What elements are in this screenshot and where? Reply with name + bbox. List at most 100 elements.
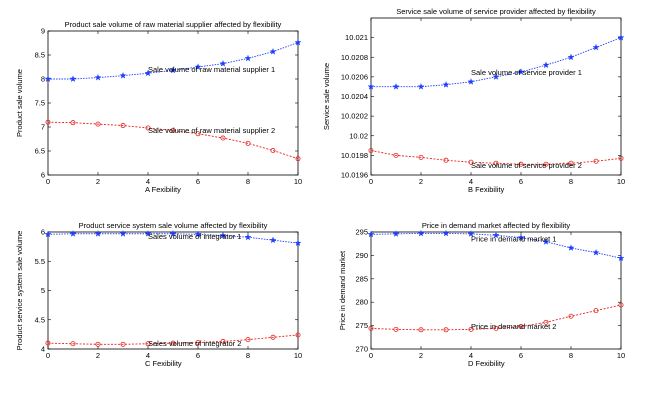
data-point	[245, 140, 251, 146]
plot-frame	[370, 17, 622, 176]
x-tick-label: 10	[294, 177, 302, 186]
x-tick-label: 4	[146, 351, 150, 360]
x-tick-label: 0	[369, 351, 373, 360]
plot-frame	[47, 30, 299, 176]
plot-frame	[370, 231, 622, 350]
data-point	[45, 119, 51, 125]
data-point	[195, 340, 201, 346]
y-tick-label: 275	[355, 321, 368, 330]
data-point	[368, 325, 374, 331]
y-tick-label: 290	[355, 251, 368, 260]
data-point	[468, 159, 474, 165]
chart-panel-3: Product service system sale volume affec…	[15, 221, 302, 368]
data-point	[269, 48, 277, 55]
data-point	[543, 161, 549, 167]
x-axis-label: B Fexibility	[468, 185, 505, 194]
y-axis-label: Product sale volume	[15, 69, 24, 137]
data-point	[169, 66, 177, 74]
data-point	[44, 230, 52, 238]
x-tick-label: 10	[294, 351, 302, 360]
chart-panel-2: Service sale volume of service provider …	[322, 7, 625, 194]
data-point	[418, 327, 424, 333]
data-point	[95, 341, 101, 347]
data-point	[145, 341, 151, 347]
y-axis-label: Service sale volume	[322, 63, 331, 130]
x-tick-label: 6	[196, 351, 200, 360]
data-point	[592, 248, 600, 256]
x-tick-label: 4	[146, 177, 150, 186]
annotation-label: Sales volume of integrator 2	[148, 339, 241, 348]
data-point	[120, 123, 126, 129]
data-point	[220, 135, 226, 141]
y-tick-label: 7.5	[35, 99, 45, 108]
data-point	[270, 334, 276, 340]
data-point	[617, 33, 625, 41]
y-tick-label: 6.5	[35, 147, 45, 156]
data-point	[492, 231, 500, 239]
annotation-label: Sales volume of integrator 1	[148, 232, 241, 241]
data-point	[269, 236, 277, 244]
x-tick-label: 10	[617, 177, 625, 186]
data-point	[169, 230, 177, 237]
data-point	[119, 230, 127, 237]
x-tick-label: 6	[519, 177, 523, 186]
x-tick-label: 2	[419, 351, 423, 360]
data-point	[195, 131, 201, 137]
data-point	[70, 120, 76, 126]
chart-panel-1: Product sale volume of raw material supp…	[15, 20, 302, 194]
data-point	[295, 332, 301, 338]
annotation-label: Price in demand market 1	[471, 234, 556, 243]
data-point	[568, 313, 574, 319]
x-axis-label: A Fexibility	[145, 185, 181, 194]
data-point	[517, 68, 525, 75]
data-point	[593, 308, 599, 314]
data-point	[392, 230, 400, 237]
data-point	[518, 324, 524, 330]
data-point	[294, 38, 302, 46]
data-point	[542, 238, 550, 245]
series-line-2	[47, 121, 299, 160]
x-tick-label: 0	[46, 177, 50, 186]
data-point	[567, 53, 575, 61]
y-tick-label: 295	[355, 228, 368, 237]
data-point	[70, 341, 76, 347]
data-point	[493, 325, 499, 331]
data-point	[542, 61, 550, 69]
series-line-1	[371, 37, 622, 88]
data-point	[45, 340, 51, 346]
data-point	[592, 43, 600, 51]
data-point	[145, 125, 151, 131]
y-tick-label: 7	[41, 123, 45, 132]
y-tick-label: 10.0198	[341, 151, 368, 160]
data-point	[493, 160, 499, 166]
y-tick-label: 10.02	[349, 131, 368, 140]
data-point	[442, 229, 450, 237]
series-line-2	[370, 150, 622, 165]
y-tick-label: 270	[355, 345, 368, 354]
data-point	[219, 231, 227, 239]
data-point	[244, 233, 252, 241]
y-tick-label: 5	[41, 286, 45, 295]
data-point	[219, 60, 227, 67]
y-tick-label: 4	[41, 345, 45, 354]
data-point	[220, 338, 226, 344]
data-point	[517, 233, 525, 241]
data-point	[417, 229, 425, 237]
data-point	[618, 155, 624, 161]
chart-title: Price in demand market affected by flexi…	[422, 221, 571, 230]
data-point	[568, 160, 574, 166]
chart-title: Product service system sale volume affec…	[79, 221, 268, 230]
data-point	[44, 75, 52, 82]
y-tick-label: 285	[355, 274, 368, 283]
data-point	[518, 161, 524, 167]
data-point	[69, 75, 77, 82]
x-tick-label: 2	[419, 177, 423, 186]
x-tick-label: 8	[569, 351, 573, 360]
data-point	[144, 69, 152, 77]
chart-title: Product sale volume of raw material supp…	[65, 20, 282, 29]
data-point	[294, 239, 302, 247]
annotation-label: Price in demand market 2	[471, 322, 556, 331]
x-axis-label: D Fexibility	[468, 359, 505, 368]
data-point	[543, 319, 549, 325]
y-tick-label: 4.5	[35, 315, 45, 324]
